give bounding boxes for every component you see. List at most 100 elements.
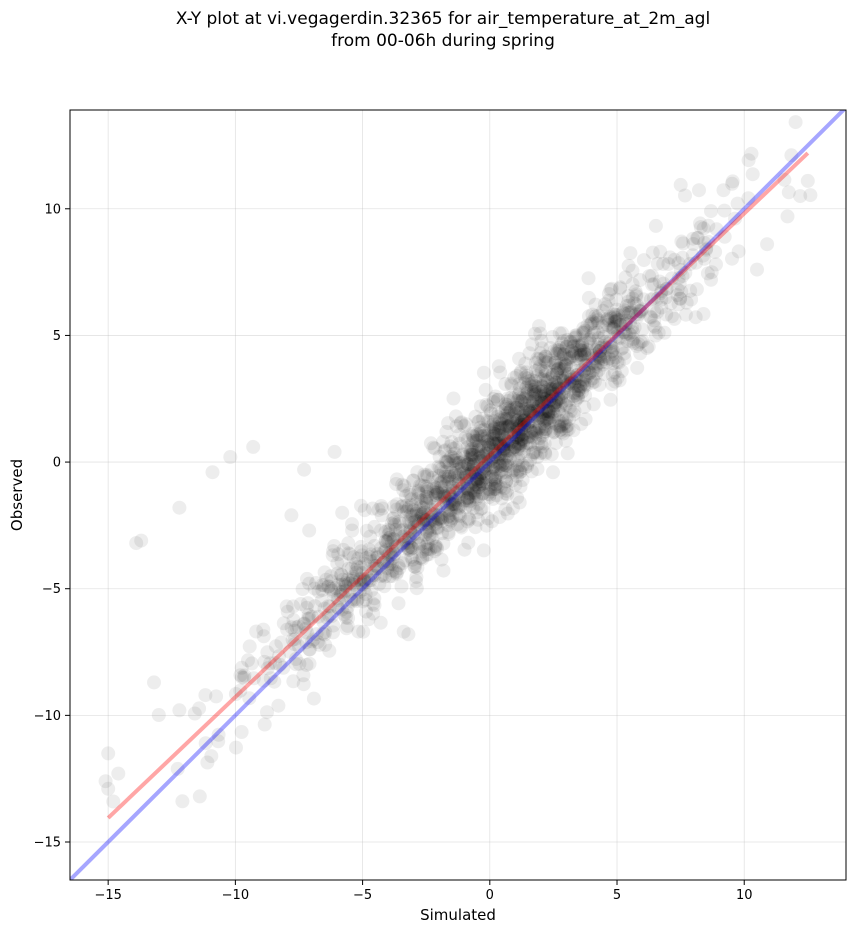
scatter-point: [643, 309, 658, 324]
scatter-point: [448, 453, 463, 468]
scatter-point: [300, 571, 314, 586]
scatter-point: [567, 339, 582, 354]
scatter-point: [419, 512, 434, 527]
scatter-point: [557, 385, 572, 400]
scatter-point: [484, 477, 499, 492]
scatter-point: [480, 399, 495, 414]
scatter-point: [673, 291, 688, 306]
scatter-point: [450, 481, 465, 496]
scatter-point: [515, 458, 530, 473]
scatter-point: [582, 365, 597, 380]
scatter-point: [464, 476, 479, 491]
scatter-point: [500, 391, 515, 406]
scatter-point: [499, 412, 514, 427]
scatter-point: [418, 513, 433, 528]
scatter-point: [498, 458, 513, 472]
scatter-point: [437, 489, 452, 504]
scatter-point: [491, 428, 506, 443]
scatter-point: [478, 382, 493, 397]
scatter-point: [580, 318, 595, 333]
scatter-point: [676, 236, 691, 251]
scatter-point: [556, 347, 571, 362]
scatter-point: [636, 253, 651, 268]
scatter-point: [521, 416, 536, 431]
scatter-point: [449, 486, 464, 501]
scatter-point: [489, 427, 504, 442]
scatter-point: [468, 409, 483, 424]
scatter-point: [471, 451, 486, 466]
scatter-point: [471, 439, 486, 454]
scatter-point: [549, 386, 563, 401]
scatter-point: [472, 464, 487, 479]
scatter-point: [384, 516, 399, 531]
scatter-point: [491, 392, 505, 407]
scatter-point: [522, 403, 537, 418]
scatter-point: [172, 703, 187, 718]
scatter-point: [502, 425, 517, 440]
scatter-point: [386, 511, 401, 526]
scatter-point: [486, 454, 501, 469]
scatter-point: [575, 362, 590, 377]
scatter-point: [291, 619, 306, 634]
scatter-point: [507, 440, 522, 455]
scatter-point: [652, 274, 667, 289]
scatter-point: [344, 594, 359, 609]
scatter-point: [520, 383, 535, 398]
scatter-point: [367, 558, 382, 573]
scatter-point: [605, 344, 620, 359]
scatter-point: [495, 444, 510, 459]
scatter-point: [479, 454, 494, 469]
scatter-point: [509, 400, 524, 415]
scatter-point: [605, 377, 620, 392]
scatter-point: [602, 340, 617, 355]
scatter-point: [555, 408, 570, 423]
scatter-point: [520, 418, 535, 433]
scatter-point: [514, 412, 529, 427]
scatter-point: [512, 382, 527, 396]
scatter-point: [629, 289, 644, 304]
scatter-point: [488, 462, 503, 476]
scatter-point: [630, 360, 645, 375]
scatter-point: [696, 248, 710, 263]
scatter-point: [463, 486, 478, 501]
scatter-point: [509, 413, 524, 428]
scatter-point: [175, 794, 190, 809]
scatter-point: [256, 673, 271, 688]
scatter-point: [606, 321, 621, 336]
scatter-point: [376, 545, 391, 560]
scatter-point: [346, 550, 361, 565]
scatter-point: [366, 596, 381, 611]
scatter-point: [488, 448, 503, 463]
scatter-point: [540, 394, 555, 409]
scatter-point: [455, 447, 470, 462]
scatter-point: [625, 325, 640, 340]
scatter-point: [535, 384, 550, 399]
scatter-point: [395, 529, 409, 544]
scatter-point: [495, 416, 510, 431]
scatter-point: [492, 448, 507, 463]
scatter-point: [453, 509, 467, 524]
scatter-point: [438, 443, 453, 458]
scatter-point: [327, 539, 342, 553]
scatter-point: [389, 477, 404, 491]
scatter-point: [525, 337, 540, 352]
scatter-point: [572, 339, 587, 354]
scatter-point: [388, 542, 403, 557]
scatter-point: [675, 250, 690, 265]
scatter-point: [468, 471, 483, 486]
scatter-point: [484, 432, 498, 447]
scatter-point: [507, 427, 522, 442]
scatter-point: [407, 520, 422, 535]
scatter-point: [431, 511, 446, 526]
scatter-point: [419, 523, 434, 538]
scatter-point: [608, 314, 623, 329]
scatter-point: [484, 469, 499, 484]
scatter-point: [348, 573, 363, 588]
scatter-point: [540, 400, 554, 415]
scatter-point: [434, 462, 449, 477]
x-tick-label: −5: [353, 888, 372, 903]
scatter-point: [284, 508, 299, 523]
scatter-point: [725, 176, 740, 191]
scatter-point: [367, 519, 382, 534]
scatter-point: [588, 360, 603, 375]
